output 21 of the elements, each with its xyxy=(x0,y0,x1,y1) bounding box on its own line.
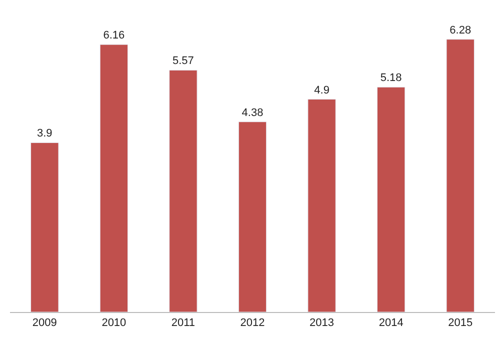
bar xyxy=(446,39,474,312)
x-tick-label: 2014 xyxy=(378,317,404,330)
data-label: 4.38 xyxy=(242,106,264,119)
bar xyxy=(169,70,198,312)
data-label: 5.57 xyxy=(172,55,194,68)
data-label: 4.9 xyxy=(314,84,330,96)
bar xyxy=(376,86,406,312)
bar xyxy=(30,142,59,312)
x-tick-label: 2013 xyxy=(310,317,334,330)
bar xyxy=(100,44,128,312)
data-label: 3.9 xyxy=(36,128,52,140)
data-label: 6.16 xyxy=(103,30,125,42)
bar xyxy=(308,99,336,312)
x-tick-label: 2009 xyxy=(32,317,57,330)
data-label: 5.18 xyxy=(380,72,402,84)
x-tick-label: 2015 xyxy=(448,317,473,330)
data-label: 6.28 xyxy=(450,24,472,36)
x-tick-label: 2012 xyxy=(240,317,265,330)
bar xyxy=(238,122,267,312)
x-tick-label: 2010 xyxy=(102,317,126,330)
x-tick-label: 2011 xyxy=(171,317,196,330)
